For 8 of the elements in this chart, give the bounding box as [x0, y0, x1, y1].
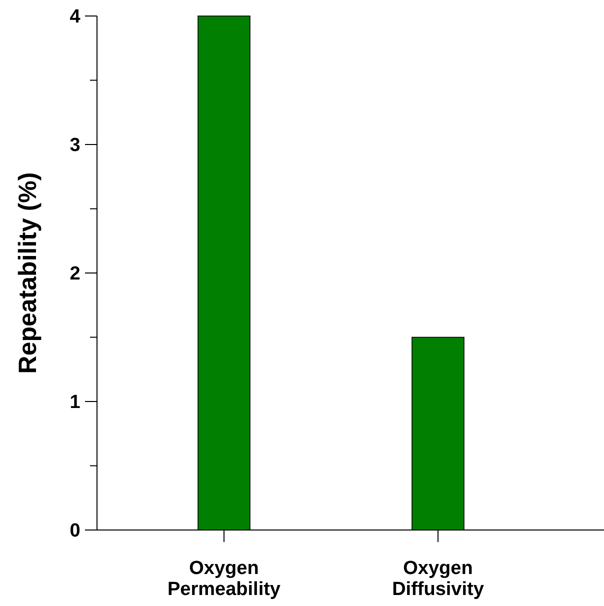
x-tick-label: Oxygen Permeability — [168, 558, 281, 600]
y-tick-label: 3 — [70, 135, 80, 156]
y-tick-label: 2 — [70, 264, 80, 285]
x-tick-label: Oxygen Diffusivity — [392, 558, 484, 600]
y-axis-title: Repeatability (%) — [14, 172, 42, 374]
y-tick-label: 1 — [70, 392, 81, 414]
y-tick-label: 0 — [70, 520, 80, 542]
y-tick-label: 4 — [70, 6, 81, 28]
